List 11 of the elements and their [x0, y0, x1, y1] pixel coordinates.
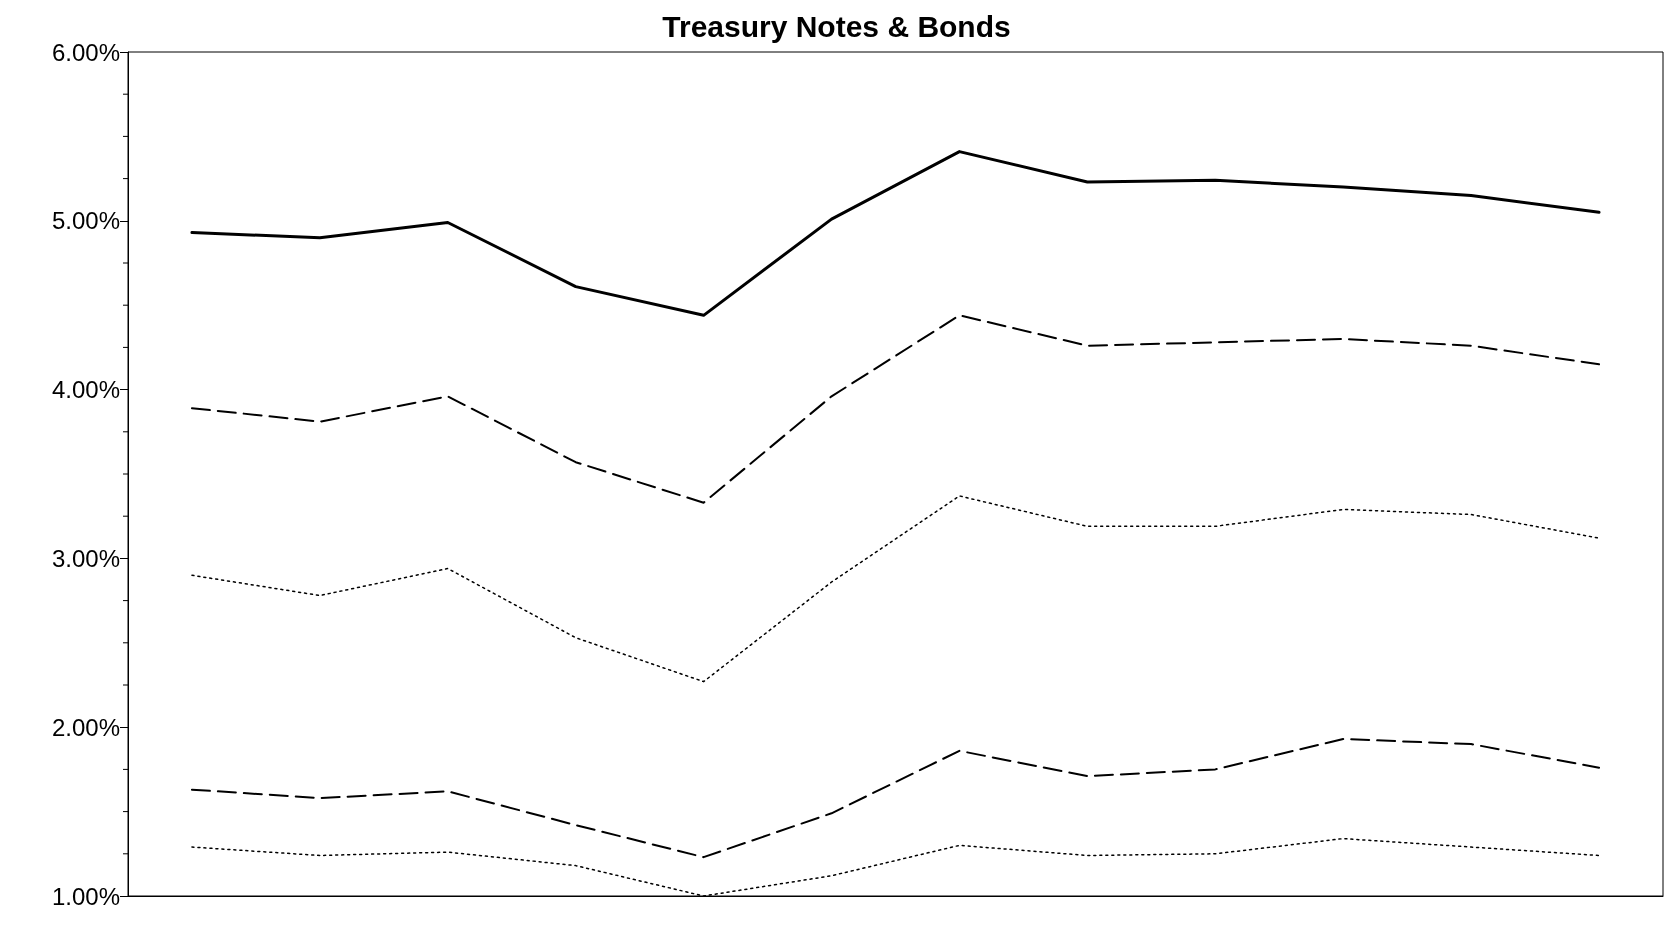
y-tick-label: 1.00% [51, 882, 120, 910]
line-series [190, 738, 1601, 859]
y-tick-label: 3.00% [51, 544, 120, 572]
line-series [190, 150, 1601, 317]
y-tick-label: 5.00% [51, 207, 120, 235]
line-series [191, 495, 1600, 683]
line-series [190, 314, 1601, 504]
y-tick-label: 6.00% [51, 38, 120, 66]
y-tick-label: 4.00% [51, 376, 120, 404]
chart-title: Treasury Notes & Bonds [662, 9, 1011, 43]
y-tick-label: 2.00% [51, 713, 120, 741]
